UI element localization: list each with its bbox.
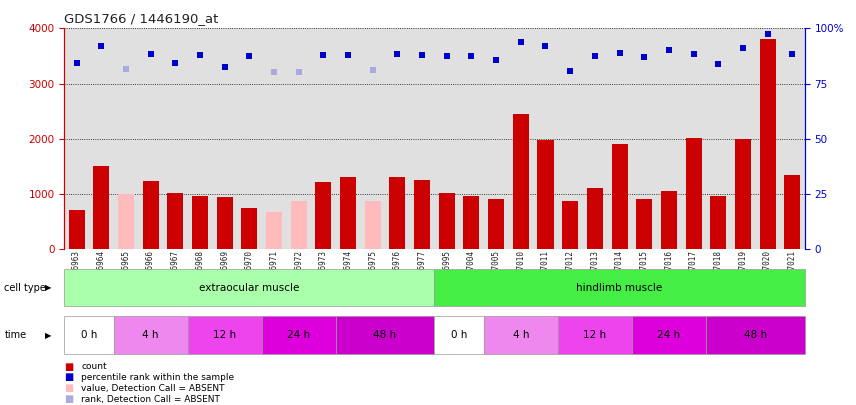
Bar <box>217 197 233 249</box>
Point <box>69 59 83 66</box>
Point <box>317 51 330 58</box>
Point <box>490 57 503 64</box>
Bar <box>538 140 554 249</box>
Text: ■: ■ <box>64 394 74 404</box>
Bar <box>759 39 776 249</box>
Text: 0 h: 0 h <box>451 330 467 340</box>
Bar <box>710 196 726 249</box>
Bar <box>513 114 529 249</box>
Bar <box>340 177 356 249</box>
Point <box>514 38 527 45</box>
Bar <box>784 175 800 249</box>
Text: extraocular muscle: extraocular muscle <box>199 283 300 292</box>
Bar <box>291 201 306 249</box>
Text: ■: ■ <box>64 362 74 371</box>
Text: percentile rank within the sample: percentile rank within the sample <box>81 373 235 382</box>
Text: hindlimb muscle: hindlimb muscle <box>576 283 663 292</box>
Text: ■: ■ <box>64 384 74 393</box>
Bar <box>463 196 479 249</box>
Bar <box>414 179 430 249</box>
Text: count: count <box>81 362 107 371</box>
Text: 24 h: 24 h <box>657 330 681 340</box>
Text: 48 h: 48 h <box>373 330 396 340</box>
Bar <box>706 316 805 354</box>
Text: 4 h: 4 h <box>142 330 159 340</box>
Bar <box>64 316 114 354</box>
Bar <box>587 188 603 249</box>
Bar <box>167 193 183 249</box>
Point <box>94 43 108 49</box>
Bar <box>68 211 85 249</box>
Bar <box>315 182 331 249</box>
Bar <box>143 181 158 249</box>
Bar <box>266 211 282 249</box>
Bar <box>365 201 381 249</box>
Bar <box>114 316 187 354</box>
Text: 24 h: 24 h <box>287 330 310 340</box>
Bar <box>488 199 504 249</box>
Bar <box>192 196 208 249</box>
Point <box>292 69 306 76</box>
Point <box>638 54 651 60</box>
Point <box>613 49 627 56</box>
Bar <box>558 316 632 354</box>
Bar <box>484 316 558 354</box>
Bar <box>64 269 434 306</box>
Bar <box>611 144 627 249</box>
Bar <box>439 193 455 249</box>
Bar <box>187 316 262 354</box>
Point <box>242 53 256 59</box>
Bar <box>686 138 702 249</box>
Bar <box>389 177 406 249</box>
Point <box>563 68 577 75</box>
Point <box>342 51 355 58</box>
Bar <box>336 316 434 354</box>
Bar <box>262 316 336 354</box>
Bar <box>118 194 134 249</box>
Point <box>119 66 133 72</box>
Text: ▶: ▶ <box>45 330 51 340</box>
Text: rank, Detection Call = ABSENT: rank, Detection Call = ABSENT <box>81 395 220 404</box>
Point <box>217 64 231 70</box>
Bar <box>434 269 805 306</box>
Point <box>169 59 182 66</box>
Bar <box>434 316 484 354</box>
Point <box>538 43 552 49</box>
Text: value, Detection Call = ABSENT: value, Detection Call = ABSENT <box>81 384 225 393</box>
Point <box>687 51 700 57</box>
Text: ▶: ▶ <box>45 283 51 292</box>
Text: time: time <box>4 330 27 340</box>
Point <box>711 61 725 68</box>
Text: 4 h: 4 h <box>513 330 529 340</box>
Text: 48 h: 48 h <box>744 330 767 340</box>
Point <box>390 51 404 57</box>
Bar <box>636 199 652 249</box>
Point <box>366 66 379 73</box>
Bar <box>735 139 751 249</box>
Point <box>267 69 281 76</box>
Bar <box>661 191 677 249</box>
Text: GDS1766 / 1446190_at: GDS1766 / 1446190_at <box>64 12 218 25</box>
Point <box>786 51 800 57</box>
Point <box>144 51 158 57</box>
Text: 12 h: 12 h <box>213 330 236 340</box>
Point <box>761 31 775 37</box>
Text: 12 h: 12 h <box>583 330 606 340</box>
Bar <box>241 208 258 249</box>
Point <box>465 53 479 59</box>
Bar <box>93 166 110 249</box>
Text: cell type: cell type <box>4 283 46 292</box>
Text: 0 h: 0 h <box>80 330 97 340</box>
Point <box>193 51 207 58</box>
Point <box>588 53 602 59</box>
Bar <box>632 316 706 354</box>
Point <box>662 47 675 53</box>
Point <box>440 53 454 59</box>
Bar <box>562 201 578 249</box>
Text: ■: ■ <box>64 373 74 382</box>
Point <box>415 51 429 58</box>
Point <box>736 45 750 51</box>
